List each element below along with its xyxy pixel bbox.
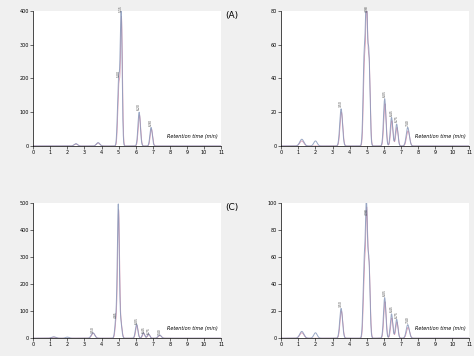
Text: 6.05: 6.05 [383, 90, 387, 97]
Text: 6.75: 6.75 [395, 115, 399, 122]
Text: 6.05: 6.05 [135, 317, 138, 324]
Text: Retention time (min): Retention time (min) [415, 326, 465, 331]
Text: Retention time (min): Retention time (min) [415, 134, 465, 139]
Text: 4.85: 4.85 [114, 311, 118, 318]
Text: 6.05: 6.05 [383, 289, 387, 296]
Text: 6.75: 6.75 [146, 327, 151, 334]
Text: 6.20: 6.20 [137, 104, 141, 110]
Text: (C): (C) [225, 203, 238, 212]
Text: (B): (B) [473, 11, 474, 20]
Text: 4.98: 4.98 [365, 6, 368, 12]
Text: Retention time (min): Retention time (min) [167, 134, 218, 139]
Text: 3.50: 3.50 [339, 100, 343, 107]
Text: 6.75: 6.75 [395, 311, 399, 318]
Text: 3.50: 3.50 [339, 300, 343, 307]
Text: (D): (D) [473, 203, 474, 212]
Text: Retention time (min): Retention time (min) [167, 326, 218, 331]
Text: 3.50: 3.50 [91, 326, 95, 333]
Text: 5.15: 5.15 [119, 5, 123, 12]
Text: 4.98: 4.98 [365, 208, 368, 215]
Text: 6.45: 6.45 [390, 109, 393, 116]
Text: 6.45: 6.45 [141, 326, 146, 333]
Text: 7.40: 7.40 [158, 328, 162, 335]
Text: 6.45: 6.45 [390, 305, 393, 313]
Text: 7.40: 7.40 [406, 119, 410, 126]
Text: 6.90: 6.90 [149, 119, 153, 126]
Text: 7.40: 7.40 [406, 316, 410, 323]
Text: 5.00: 5.00 [117, 70, 120, 77]
Text: (A): (A) [225, 11, 238, 20]
